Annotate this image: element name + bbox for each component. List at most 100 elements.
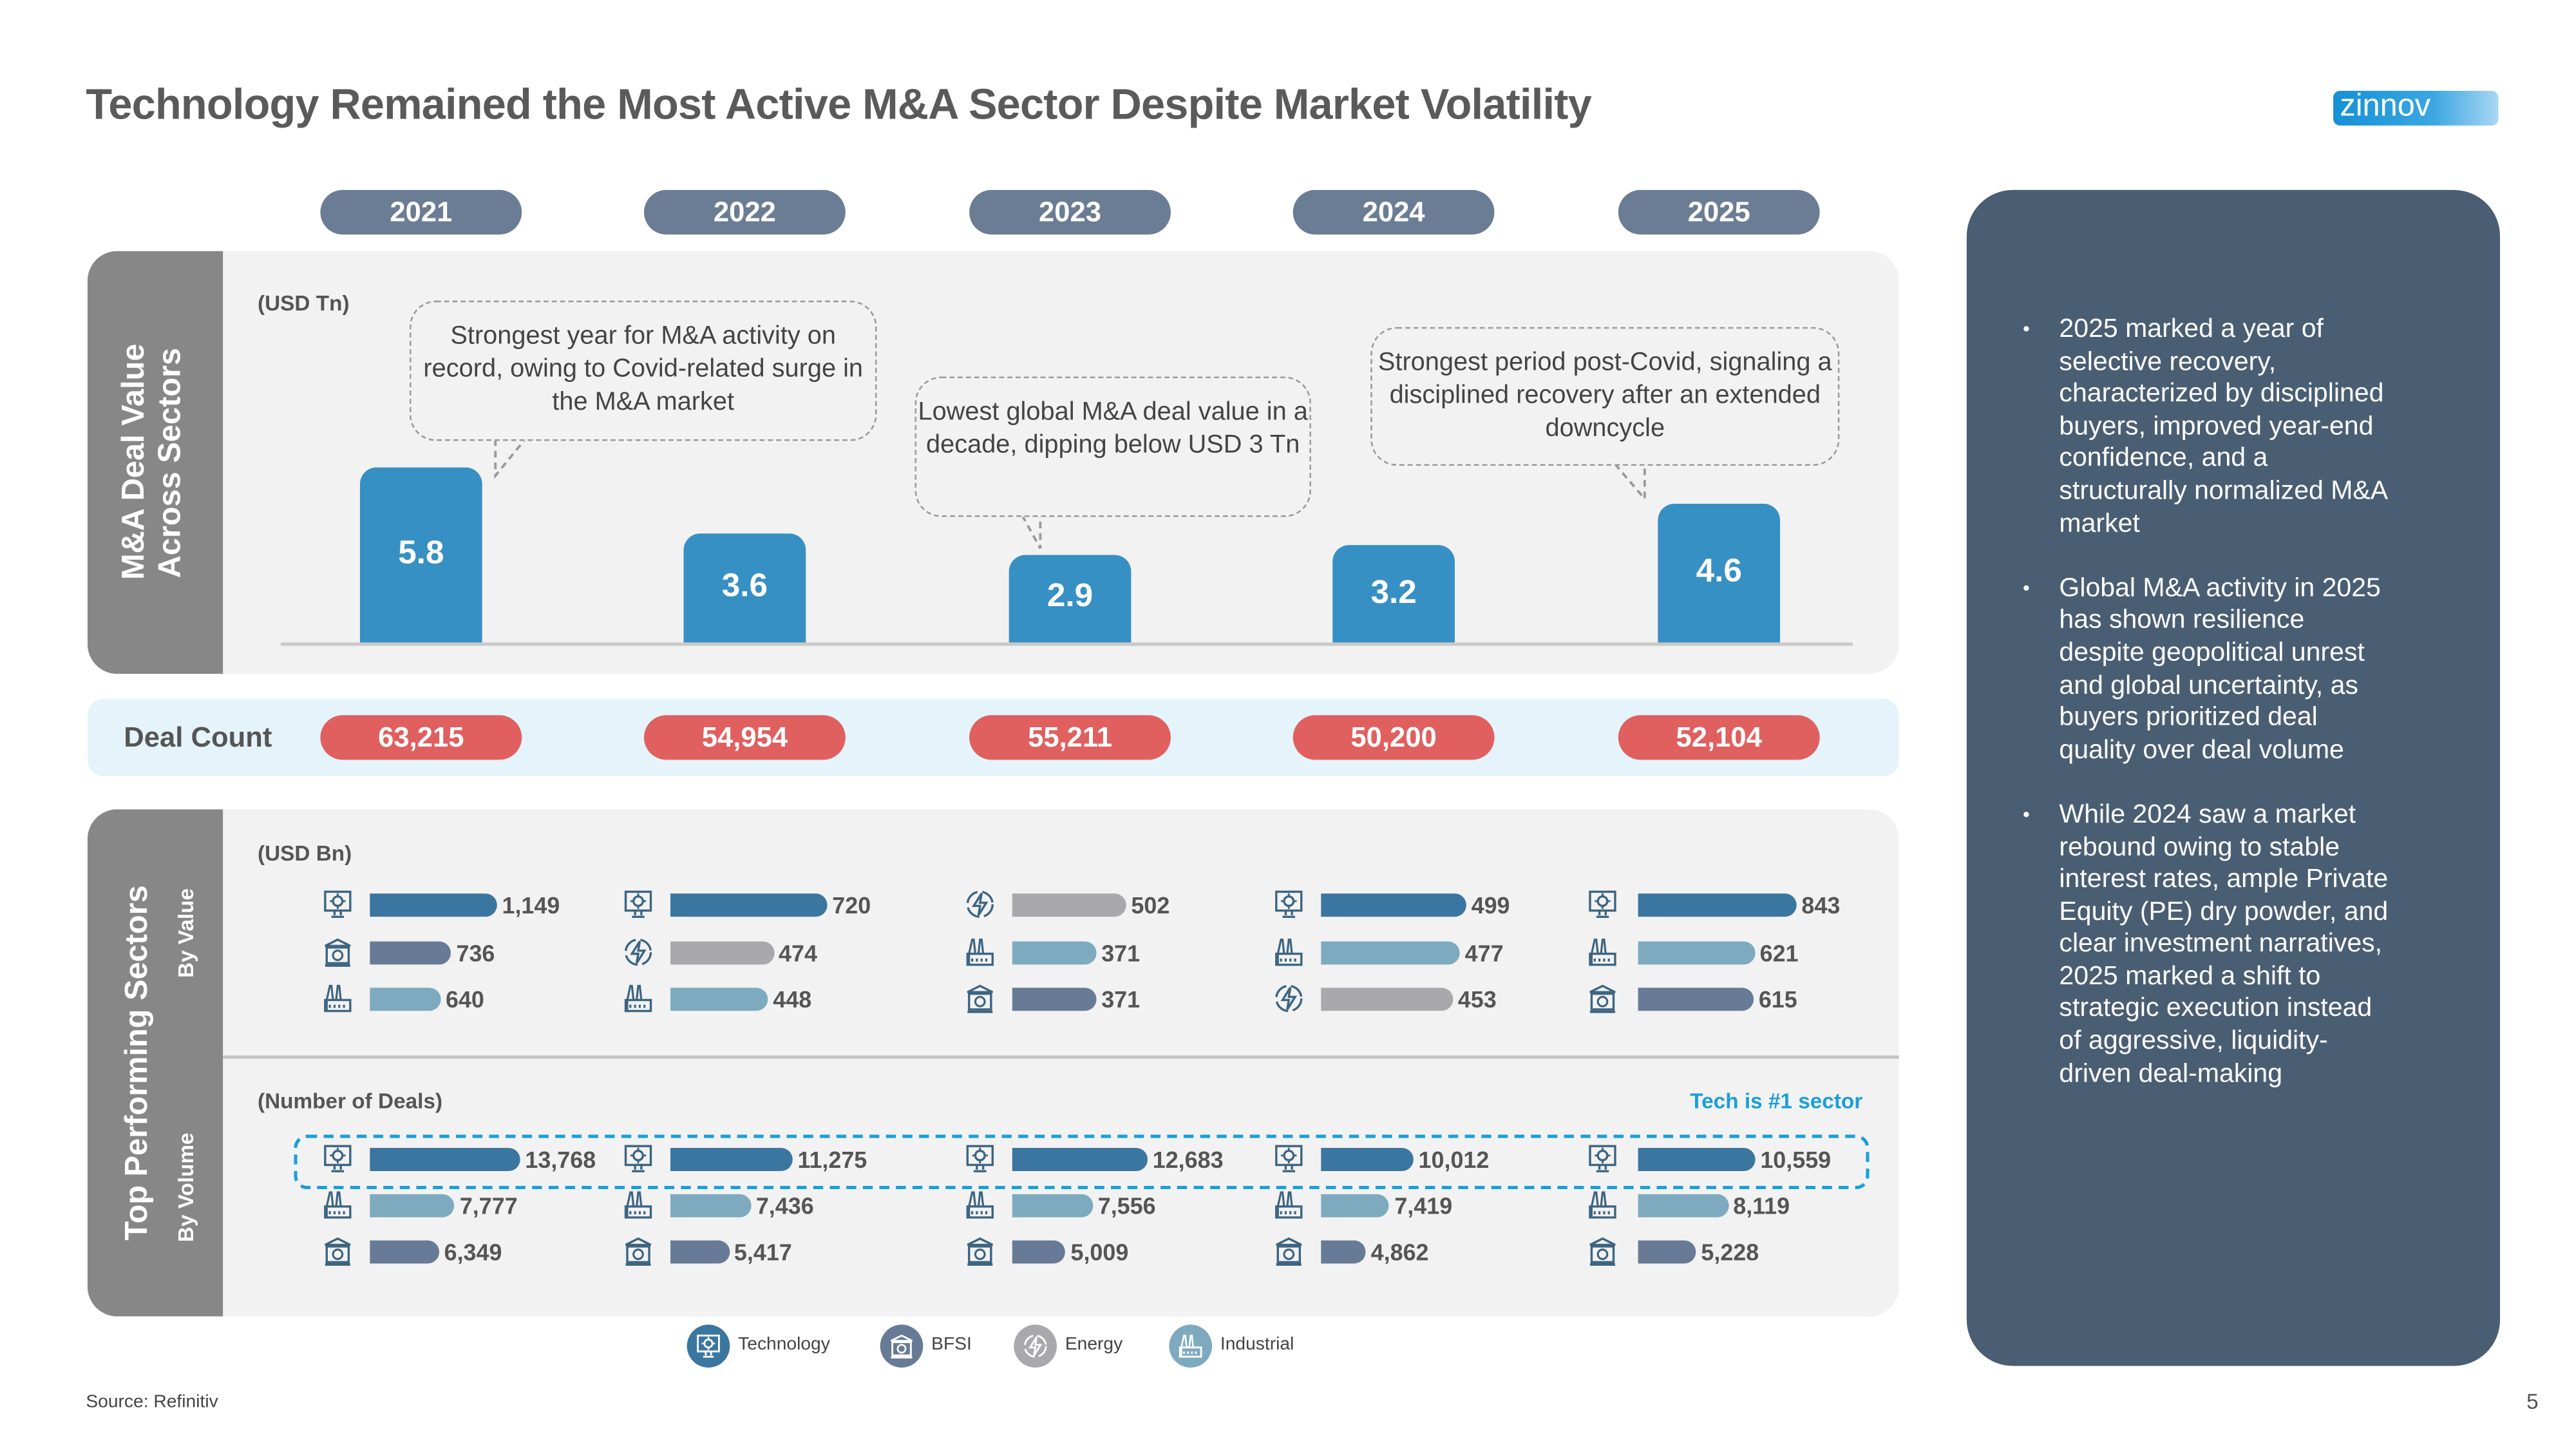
deal-count-pill-2022: 54,954 xyxy=(643,715,846,760)
legend-bank-icon xyxy=(880,1324,923,1368)
bank-icon xyxy=(964,1235,996,1267)
deal-value-label: 3.2 xyxy=(1370,574,1417,611)
value-bar-2023-bfsi xyxy=(1012,987,1097,1011)
volume-value-label: 7,419 xyxy=(1394,1192,1453,1219)
value-value-label: 502 xyxy=(1131,892,1170,919)
value-value-label: 477 xyxy=(1464,939,1504,966)
legend-label-energy: Energy xyxy=(1065,1334,1123,1355)
callout-2021: Strongest year for M&A activity on recor… xyxy=(409,300,877,441)
volume-bar-2024-bfsi xyxy=(1321,1240,1366,1264)
section-divider xyxy=(223,1055,1899,1058)
legend-label-industrial: Industrial xyxy=(1220,1334,1294,1355)
bank-icon xyxy=(322,1235,354,1267)
value-bar-2023-industrial xyxy=(1012,941,1097,965)
year-pill-2022: 2022 xyxy=(643,189,846,235)
volume-value-label: 5,228 xyxy=(1701,1239,1759,1266)
year-pill-2023: 2023 xyxy=(969,189,1171,235)
value-bar-2025-technology xyxy=(1638,893,1797,917)
factory-icon xyxy=(964,937,996,968)
bank-icon xyxy=(322,937,354,968)
deal-value-bar-2025: 4.6 xyxy=(1658,503,1781,643)
insight-item: Global M&A activity in 2025 has shown re… xyxy=(2023,573,2389,767)
by-volume-label: By Volume xyxy=(173,1132,198,1242)
volume-bar-2025-technology xyxy=(1638,1148,1756,1171)
value-value-label: 720 xyxy=(832,892,871,919)
value-unit: (USD Bn) xyxy=(257,841,352,866)
deal-value-label: 3.6 xyxy=(721,568,768,605)
factory-icon xyxy=(623,983,654,1015)
value-bar-2024-industrial xyxy=(1321,941,1460,965)
deal-value-unit: (USD Tn) xyxy=(257,291,350,316)
volume-value-label: 8,119 xyxy=(1733,1192,1790,1219)
callout-2025: Strongest period post-Covid, signaling a… xyxy=(1370,327,1840,466)
value-bar-2022-technology xyxy=(670,893,828,917)
bank-icon xyxy=(1273,1235,1305,1267)
value-bar-2025-industrial xyxy=(1638,941,1755,965)
tech-highlight-box xyxy=(294,1134,1870,1190)
bank-icon xyxy=(623,1235,654,1267)
tech-highlight-label: Tech is #1 sector xyxy=(1690,1088,1863,1114)
volume-bar-2022-industrial xyxy=(670,1194,752,1217)
factory-icon xyxy=(1273,1189,1305,1221)
value-value-label: 371 xyxy=(1101,939,1141,966)
value-value-label: 736 xyxy=(456,939,495,966)
monitor-gear-icon xyxy=(1273,888,1305,920)
lightning-bolt-icon xyxy=(623,937,654,968)
value-value-label: 499 xyxy=(1471,892,1510,919)
monitor-gear-icon xyxy=(322,1143,354,1174)
monitor-gear-icon xyxy=(623,1143,654,1174)
volume-value-label: 6,349 xyxy=(444,1239,502,1266)
insights-panel: 2025 marked a year of selective recovery… xyxy=(1966,189,2501,1366)
volume-value-label: 5,417 xyxy=(734,1239,792,1266)
legend-monitor-gear-icon xyxy=(687,1324,730,1368)
deal-value-bar-2023: 2.9 xyxy=(1009,555,1132,643)
deal-count-pill-2024: 50,200 xyxy=(1293,715,1495,760)
insight-item: While 2024 saw a market rebound owing to… xyxy=(2023,799,2389,1091)
deal-value-bar-2024: 3.2 xyxy=(1332,546,1455,643)
deal-value-section-label: M&A Deal Value Across Sectors xyxy=(87,251,223,674)
legend-factory-icon xyxy=(1169,1324,1213,1368)
volume-value-label: 7,436 xyxy=(755,1192,814,1219)
page-number: 5 xyxy=(2526,1389,2539,1414)
volume-bar-2021-bfsi xyxy=(370,1240,439,1264)
volume-bar-2021-technology xyxy=(370,1148,520,1171)
value-value-label: 1,149 xyxy=(502,892,560,919)
sectors-label: Top Performing Sectors xyxy=(120,885,156,1241)
deal-value-label: 2.9 xyxy=(1046,578,1094,616)
year-pill-2025: 2025 xyxy=(1618,189,1820,235)
deal-count-pill-2025: 52,104 xyxy=(1618,715,1820,760)
monitor-gear-icon xyxy=(1587,888,1618,920)
volume-value-label: 10,559 xyxy=(1760,1146,1832,1173)
bank-icon xyxy=(1587,983,1618,1015)
deal-count-pill-2023: 55,211 xyxy=(969,715,1171,760)
legend-lightning-bolt-icon xyxy=(1014,1324,1057,1368)
volume-bar-2021-industrial xyxy=(370,1194,455,1217)
volume-bar-2022-bfsi xyxy=(670,1240,730,1264)
source-note: Source: Refinitiv xyxy=(86,1392,218,1413)
volume-bar-2023-industrial xyxy=(1012,1194,1094,1217)
value-value-label: 448 xyxy=(773,986,812,1013)
deal-value-bar-2022: 3.6 xyxy=(683,533,806,643)
volume-value-label: 5,009 xyxy=(1070,1239,1129,1266)
volume-bar-2024-industrial xyxy=(1321,1194,1390,1217)
sectors-section-label: Top Performing Sectors By Value By Volum… xyxy=(87,809,223,1317)
chart-baseline xyxy=(280,642,1853,645)
insights-list: 2025 marked a year of selective recovery… xyxy=(2023,314,2389,1123)
factory-icon xyxy=(322,983,354,1015)
volume-bar-2025-bfsi xyxy=(1638,1240,1696,1264)
bank-icon xyxy=(1587,1235,1618,1267)
volume-value-label: 4,862 xyxy=(1370,1239,1429,1266)
factory-icon xyxy=(1587,1189,1618,1221)
factory-icon xyxy=(322,1189,354,1221)
by-value-label: By Value xyxy=(173,888,198,978)
volume-value-label: 11,275 xyxy=(797,1146,867,1173)
volume-value-label: 7,777 xyxy=(459,1192,518,1219)
volume-bar-2022-technology xyxy=(670,1148,793,1171)
callout-tail-2025 xyxy=(1614,463,1646,502)
volume-bar-2023-bfsi xyxy=(1012,1240,1066,1264)
value-value-label: 621 xyxy=(1759,939,1799,966)
volume-value-label: 13,768 xyxy=(525,1146,596,1173)
value-value-label: 615 xyxy=(1758,986,1797,1013)
volume-value-label: 12,683 xyxy=(1152,1146,1224,1173)
monitor-gear-icon xyxy=(623,888,654,920)
